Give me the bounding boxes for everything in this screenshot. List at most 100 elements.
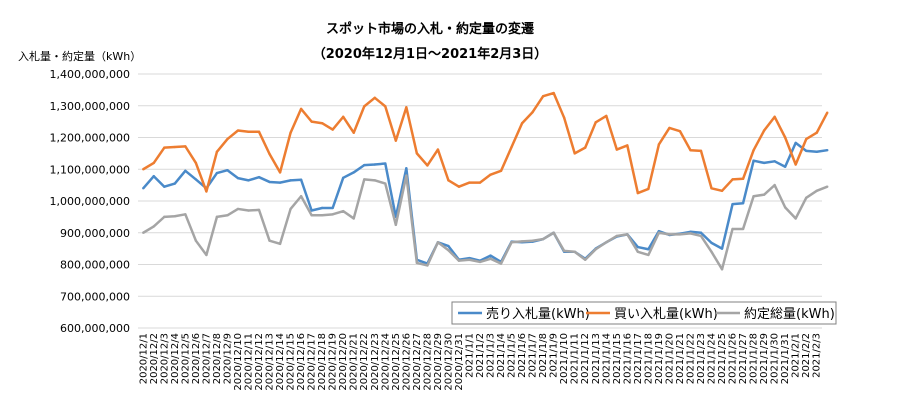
data-point xyxy=(226,214,229,217)
x-tick-label: 2020/12/23 xyxy=(370,333,381,391)
data-point xyxy=(741,202,745,205)
data-point xyxy=(320,214,324,217)
legend-label-2: 約定総量(kWh) xyxy=(744,307,835,322)
y-tick-label: 1,400,000,000 xyxy=(50,68,130,81)
data-point xyxy=(720,247,724,250)
x-tick-label: 2021/1/9 xyxy=(549,333,560,378)
y-tick-label: 1,000,000,000 xyxy=(50,195,130,208)
series-lines xyxy=(142,91,829,271)
data-point xyxy=(815,189,818,193)
x-tick-label: 2020/12/16 xyxy=(296,333,307,391)
data-point xyxy=(783,206,787,209)
data-point xyxy=(499,169,503,173)
y-tick-label: 600,000,000 xyxy=(60,322,130,335)
data-point xyxy=(152,175,155,178)
data-point xyxy=(268,180,271,184)
legend-label-1: 買い入札量(kWh) xyxy=(614,307,718,322)
data-point xyxy=(384,182,387,185)
data-point xyxy=(352,217,355,220)
data-point xyxy=(478,181,482,184)
data-point xyxy=(699,149,703,153)
x-tick-label: 2021/1/5 xyxy=(507,333,518,378)
x-tick-label: 2020/12/5 xyxy=(180,333,191,384)
data-point xyxy=(752,149,755,152)
x-tick-label: 2021/2/1 xyxy=(791,333,802,378)
x-tick-label: 2020/12/30 xyxy=(443,333,454,391)
data-point xyxy=(636,191,640,195)
x-tick-label: 2021/1/16 xyxy=(622,333,633,384)
gridlines xyxy=(138,73,822,329)
data-point xyxy=(184,213,187,216)
data-point xyxy=(257,175,261,179)
y-tick-label: 1,100,000,000 xyxy=(50,163,130,176)
data-point xyxy=(310,209,313,212)
data-point xyxy=(289,179,292,182)
data-point xyxy=(815,131,818,134)
data-point xyxy=(320,206,324,210)
x-tick-label: 2020/12/19 xyxy=(328,333,339,391)
data-point xyxy=(331,206,334,210)
data-point xyxy=(499,262,503,265)
x-tick-label: 2020/12/14 xyxy=(275,333,286,391)
data-point xyxy=(436,148,440,151)
data-point xyxy=(184,145,187,148)
data-point xyxy=(405,167,408,170)
data-point xyxy=(489,254,492,257)
data-point xyxy=(342,209,345,213)
x-tick-label: 2021/1/11 xyxy=(570,333,581,384)
data-point xyxy=(194,161,198,165)
data-point xyxy=(194,239,198,242)
data-point xyxy=(163,215,166,219)
x-tick-label: 2021/2/3 xyxy=(812,333,823,378)
data-point xyxy=(152,225,155,228)
data-point xyxy=(762,161,766,165)
data-point xyxy=(805,149,808,153)
x-tick-label: 2021/1/15 xyxy=(612,333,623,384)
x-tick-label: 2020/12/22 xyxy=(359,333,370,391)
data-point xyxy=(699,234,703,238)
data-point xyxy=(647,187,650,191)
data-point xyxy=(142,187,145,190)
x-tick-label: 2020/12/28 xyxy=(422,333,433,391)
x-tick-label: 2021/1/13 xyxy=(591,333,602,384)
data-point xyxy=(163,185,166,188)
x-tick-label: 2021/1/21 xyxy=(675,333,686,384)
data-point xyxy=(173,182,177,185)
data-point xyxy=(415,152,419,155)
x-tick-label: 2021/1/30 xyxy=(770,333,781,384)
x-tick-label: 2020/12/25 xyxy=(391,333,402,391)
data-point xyxy=(278,181,282,184)
x-tick-label: 2020/12/2 xyxy=(149,333,160,384)
x-tick-label: 2020/12/31 xyxy=(454,333,465,391)
data-point xyxy=(289,207,292,211)
data-point xyxy=(405,174,408,177)
x-tick-label: 2021/1/2 xyxy=(475,333,486,378)
data-point xyxy=(152,161,155,165)
x-tick-label: 2021/2/2 xyxy=(801,333,812,378)
data-point xyxy=(457,185,461,188)
data-point xyxy=(447,179,450,182)
x-tick-label: 2021/1/24 xyxy=(707,333,718,384)
data-point xyxy=(699,231,703,234)
data-point xyxy=(626,144,629,147)
data-point xyxy=(142,168,145,171)
x-tick-label: 2020/12/17 xyxy=(307,333,318,391)
data-point xyxy=(236,207,240,211)
data-point xyxy=(562,116,566,120)
x-tick-label: 2021/1/23 xyxy=(696,333,707,384)
data-point xyxy=(741,227,745,231)
data-point xyxy=(626,233,629,236)
data-point xyxy=(352,171,355,174)
data-point xyxy=(299,107,303,111)
data-point xyxy=(247,179,250,182)
data-point xyxy=(710,241,713,245)
x-tick-label: 2021/1/22 xyxy=(685,333,696,384)
data-point xyxy=(731,227,734,231)
data-point xyxy=(184,169,187,173)
data-point xyxy=(426,164,429,167)
data-point xyxy=(762,193,766,196)
x-tick-label: 2020/12/3 xyxy=(159,333,170,384)
data-point xyxy=(278,171,282,174)
data-point xyxy=(257,208,261,212)
